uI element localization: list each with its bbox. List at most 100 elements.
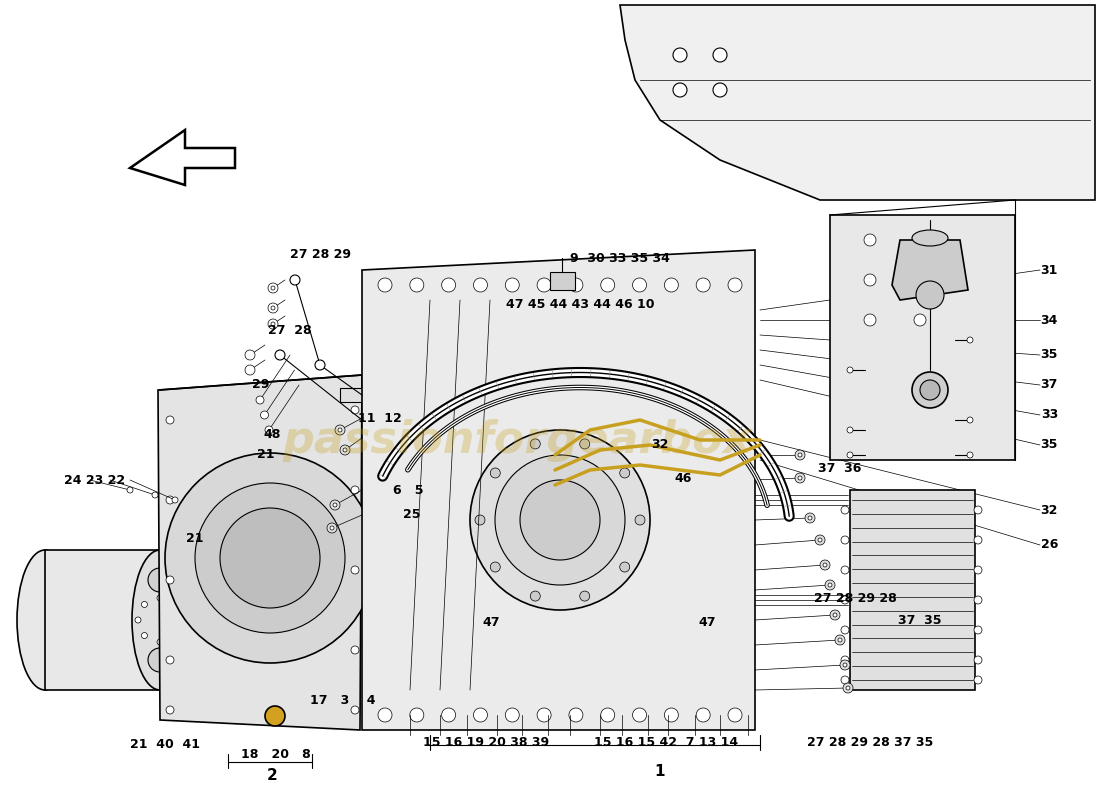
Circle shape — [835, 635, 845, 645]
Circle shape — [271, 286, 275, 290]
Circle shape — [673, 83, 688, 97]
Circle shape — [173, 633, 178, 638]
Circle shape — [166, 706, 174, 714]
Circle shape — [632, 278, 647, 292]
Circle shape — [798, 453, 802, 457]
Circle shape — [351, 646, 359, 654]
Circle shape — [974, 656, 982, 664]
Circle shape — [343, 448, 346, 452]
Circle shape — [843, 663, 847, 667]
Circle shape — [473, 278, 487, 292]
Text: 27 28 29: 27 28 29 — [289, 249, 351, 262]
Circle shape — [537, 278, 551, 292]
Text: 6   5: 6 5 — [393, 483, 424, 497]
Circle shape — [126, 487, 133, 493]
Ellipse shape — [908, 248, 952, 272]
Text: 37  35: 37 35 — [899, 614, 942, 626]
Ellipse shape — [912, 230, 948, 246]
Circle shape — [268, 319, 278, 329]
Circle shape — [165, 453, 375, 663]
Circle shape — [828, 583, 832, 587]
Circle shape — [864, 314, 876, 326]
Circle shape — [580, 439, 590, 449]
Circle shape — [838, 638, 842, 642]
Circle shape — [505, 708, 519, 722]
Circle shape — [148, 648, 172, 672]
Circle shape — [842, 596, 849, 604]
Circle shape — [378, 708, 392, 722]
Circle shape — [473, 708, 487, 722]
Circle shape — [847, 427, 852, 433]
Circle shape — [148, 568, 172, 592]
Circle shape — [805, 513, 815, 523]
Circle shape — [601, 278, 615, 292]
Circle shape — [195, 483, 345, 633]
Circle shape — [338, 428, 342, 432]
Text: 33: 33 — [1041, 409, 1058, 422]
Text: 21  40  41: 21 40 41 — [130, 738, 200, 751]
Circle shape — [441, 278, 455, 292]
Circle shape — [914, 234, 926, 246]
Text: 47 45 44 43 44 46 10: 47 45 44 43 44 46 10 — [506, 298, 654, 311]
Circle shape — [315, 360, 324, 370]
Circle shape — [713, 48, 727, 62]
Circle shape — [537, 708, 551, 722]
Circle shape — [410, 278, 424, 292]
Circle shape — [330, 500, 340, 510]
Circle shape — [728, 708, 743, 722]
Circle shape — [245, 365, 255, 375]
Circle shape — [157, 595, 163, 601]
Circle shape — [823, 563, 827, 567]
Circle shape — [265, 706, 285, 726]
Circle shape — [470, 430, 650, 610]
Circle shape — [664, 278, 679, 292]
Ellipse shape — [16, 550, 73, 690]
Circle shape — [491, 562, 501, 572]
Circle shape — [864, 234, 876, 246]
Text: 27  28: 27 28 — [268, 323, 311, 337]
Circle shape — [351, 486, 359, 494]
Circle shape — [912, 372, 948, 408]
Circle shape — [842, 536, 849, 544]
Circle shape — [842, 626, 849, 634]
Bar — [45, 550, 159, 690]
Circle shape — [635, 515, 645, 525]
Circle shape — [967, 452, 974, 458]
Circle shape — [825, 580, 835, 590]
Text: 18   20   8: 18 20 8 — [241, 747, 311, 761]
Circle shape — [172, 497, 178, 503]
Text: 17   3    4: 17 3 4 — [310, 694, 376, 706]
Circle shape — [632, 708, 647, 722]
Circle shape — [914, 274, 926, 286]
Circle shape — [173, 602, 178, 607]
Circle shape — [275, 350, 285, 360]
Circle shape — [271, 306, 275, 310]
Circle shape — [619, 468, 629, 478]
Circle shape — [842, 506, 849, 514]
Polygon shape — [892, 240, 968, 300]
Circle shape — [166, 576, 174, 584]
Circle shape — [696, 708, 711, 722]
Circle shape — [336, 425, 345, 435]
Polygon shape — [620, 5, 1094, 200]
Bar — [830, 215, 1015, 460]
Circle shape — [840, 660, 850, 670]
Text: 11  12: 11 12 — [359, 411, 402, 425]
Circle shape — [580, 591, 590, 601]
Circle shape — [847, 367, 852, 373]
Circle shape — [166, 656, 174, 664]
Circle shape — [152, 492, 158, 498]
Text: 29: 29 — [252, 378, 270, 391]
Circle shape — [475, 515, 485, 525]
Text: 47: 47 — [482, 615, 499, 629]
Circle shape — [818, 538, 822, 542]
Circle shape — [967, 337, 974, 343]
Circle shape — [601, 708, 615, 722]
Circle shape — [619, 562, 629, 572]
Circle shape — [795, 473, 805, 483]
Polygon shape — [158, 375, 362, 730]
Circle shape — [843, 683, 852, 693]
Text: 34: 34 — [1041, 314, 1058, 326]
Circle shape — [798, 476, 802, 480]
Circle shape — [914, 314, 926, 326]
